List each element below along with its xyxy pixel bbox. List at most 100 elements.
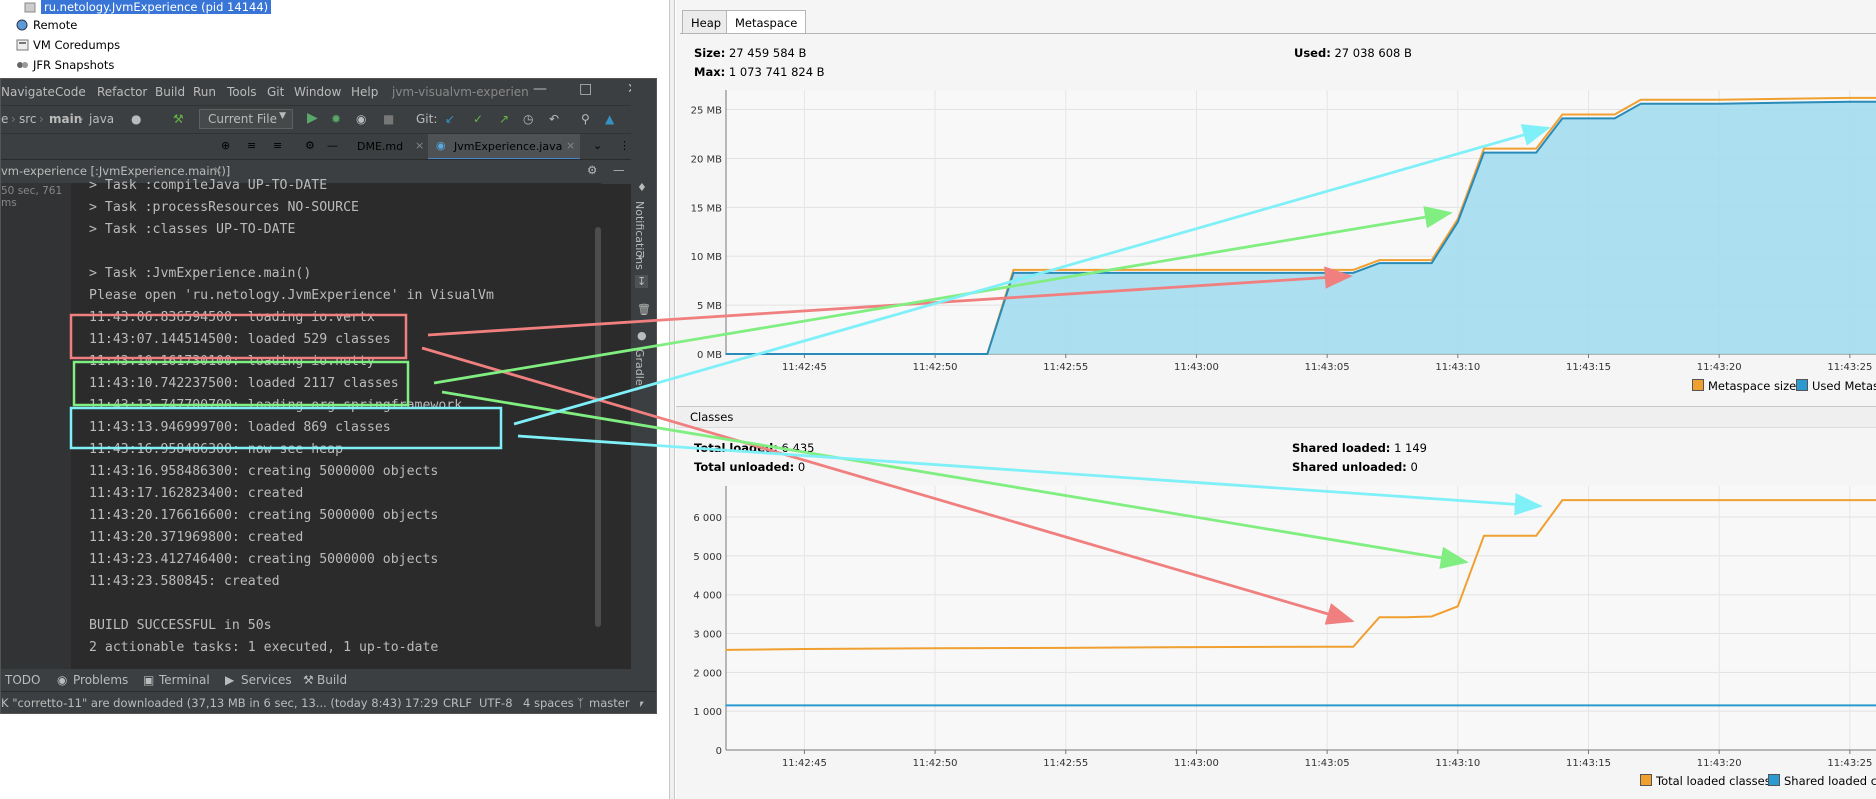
menu-git[interactable]: Git [267,85,285,99]
tab-problems[interactable]: Problems [73,673,129,687]
menu-refactor[interactable]: Refactor [97,85,148,99]
settings-icon[interactable]: ⚙ [305,139,315,152]
maximize-icon[interactable]: □ [579,81,593,97]
x-tick-label: 11:43:05 [1305,758,1350,766]
expand-icon[interactable]: ≡ [247,139,257,152]
history-icon[interactable]: ◷ [523,112,534,126]
menu-help[interactable]: Help [351,85,379,99]
tab-build[interactable]: Build [317,673,348,687]
console-line: 11:43:13.946999700: loaded 869 classes [89,420,391,435]
updates-icon[interactable]: ▲ [605,112,615,126]
breadcrumb-src[interactable]: src [19,112,37,126]
bell-icon[interactable]: ♦ [637,181,647,194]
console-line: 11:43:16.958486300: now see heap [89,442,344,457]
data-point [1849,100,1851,103]
console-line: 11:43:10.161730100: loading io.netty [89,354,375,369]
split-divider[interactable] [669,0,675,799]
tab-todo[interactable]: TODO [5,673,41,687]
chevron-down-icon[interactable]: ⌄ [593,139,603,152]
settings-icon[interactable]: ⚙ [587,163,598,177]
hide-icon[interactable]: — [327,139,338,152]
coverage-icon[interactable]: ◉ [356,112,367,126]
data-point [1195,646,1198,648]
run-icon[interactable]: ▶ [307,110,318,126]
data-point [1561,499,1564,501]
user-icon[interactable]: ● [131,112,142,126]
breadcrumb-java[interactable]: java [89,112,115,126]
console-output[interactable]: 50 sec, 761 ms > Task :compileJava UP-TO… [1,178,601,669]
hide-icon[interactable]: — [613,163,625,177]
menu-run[interactable]: Run [193,85,217,99]
soft-wrap-icon[interactable]: ↲ [637,249,647,262]
hammer-icon[interactable]: ⚒ [173,112,184,126]
metaspace-used-stat: Used: 27 038 608 B [1294,46,1412,60]
close-tab-icon[interactable]: × [415,139,425,152]
collapse-icon[interactable]: ≡ [273,139,283,152]
file-encoding[interactable]: UTF-8 [479,696,513,710]
data-point [1195,269,1198,271]
gradle-elephant-icon[interactable]: ● [637,329,647,342]
data-point [1064,272,1067,274]
locate-icon[interactable]: ⊕ [221,139,231,152]
x-tick-label: 11:42:55 [1043,758,1088,766]
scroll-end-icon[interactable]: ↧ [635,275,649,288]
chevron-down-icon: ▼ [279,111,286,121]
caret-position[interactable]: 17:29 [405,696,439,710]
legend-shared-loaded: Shared loaded clas [1768,774,1876,788]
x-tick-label: 11:43:15 [1566,758,1611,766]
data-point [1483,704,1485,707]
data-point [1561,704,1564,707]
more-icon[interactable]: ⋮ [619,139,630,152]
breadcrumb-root[interactable]: e [1,112,9,126]
trash-icon[interactable]: 🗑 [637,303,651,316]
breadcrumb-main[interactable]: main [49,112,83,126]
menu-window[interactable]: Window [294,85,342,99]
commit-icon[interactable]: ✓ [473,112,484,126]
console-scrollbar[interactable] [595,227,601,627]
git-branch[interactable]: master [589,696,630,710]
data-point [1012,272,1015,274]
rollback-icon[interactable]: ↶ [549,112,560,126]
indent-setting[interactable]: 4 spaces [523,696,574,710]
data-point [1326,269,1328,271]
status-message[interactable]: K "corretto-11" are downloaded (37,13 MB… [1,696,402,710]
y-tick-label: 15 MB [691,203,723,214]
console-line: > Task :JvmExperience.main() [89,266,312,281]
y-tick-label: 20 MB [691,154,723,165]
run-config-select[interactable]: Current File ▼ [199,109,293,129]
line-separator[interactable]: CRLF [443,696,473,710]
menu-build[interactable]: Build [155,85,186,99]
minimize-icon[interactable]: — [533,81,547,97]
push-icon[interactable]: ↗ [499,112,510,126]
data-point [1849,97,1851,99]
data-point [1378,704,1381,707]
tab-readme[interactable]: DME.md [357,140,404,153]
services-icon: ▶ [225,673,235,687]
classes-title: Classes [690,410,734,424]
tree-item-jfr[interactable]: JFR Snapshots [16,56,114,74]
tab-terminal[interactable]: Terminal [159,673,210,687]
menu-navigate[interactable]: Navigate [1,85,55,99]
tree-item-coredumps[interactable]: VM Coredumps [16,36,120,54]
lock-icon[interactable]: ⎖ [637,696,647,710]
debug-icon[interactable]: ✹ [331,112,342,126]
tree-item-remote[interactable]: Remote [16,16,77,34]
gradle-label[interactable]: Gradle [633,349,646,386]
data-point [1561,117,1564,120]
tab-services[interactable]: Services [241,673,292,687]
search-icon[interactable]: ⚲ [581,112,590,126]
close-run-icon[interactable]: × [213,163,223,177]
tree-item-jvmexperience[interactable]: ru.netology.JvmExperience (pid 14144) [24,0,272,16]
close-tab-icon[interactable]: × [566,139,576,152]
tab-label: JvmExperience.java [454,140,563,153]
update-icon[interactable]: ↙ [445,112,456,126]
tab-heap[interactable]: Heap [682,10,731,34]
jfr-icon [16,58,29,70]
run-title[interactable]: vm-experience [:JvmExperience.main()] [1,164,231,178]
menu-code[interactable]: Code [55,85,86,99]
console-line: BUILD SUCCESSFUL in 50s [89,618,272,633]
tab-jvmexperience[interactable]: ◉ JvmExperience.java × [428,134,580,160]
menu-tools[interactable]: Tools [227,85,257,99]
stop-icon[interactable]: ■ [383,112,395,126]
tab-metaspace[interactable]: Metaspace [726,10,807,34]
